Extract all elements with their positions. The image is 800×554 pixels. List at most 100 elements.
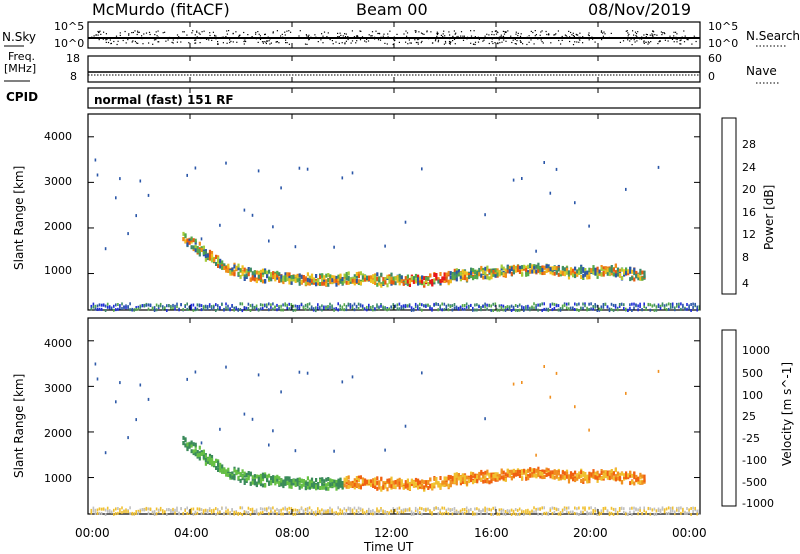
power-cell-near — [259, 303, 262, 307]
noise-dot — [377, 32, 379, 35]
velocity-cell — [317, 485, 320, 490]
noise-dot — [217, 41, 219, 43]
power-cell-near — [100, 303, 103, 307]
noise-dot — [510, 35, 512, 37]
power-cell-near — [92, 302, 95, 306]
velocity-cell-near — [188, 511, 191, 515]
velocity-cell-near — [472, 512, 474, 516]
velocity-cell-near — [255, 511, 258, 515]
power-cell-near — [463, 304, 466, 307]
velocity-cell — [612, 476, 615, 481]
velocity-cell-near — [419, 511, 421, 515]
velocity-cell — [627, 473, 630, 478]
power-cell — [321, 281, 324, 286]
velocity-cell-near — [115, 507, 117, 511]
velocity-cell — [374, 481, 377, 486]
velocity-cell — [321, 485, 324, 490]
velocity-cell — [349, 481, 352, 486]
velocity-cell-near — [239, 512, 242, 515]
power-cell — [327, 278, 330, 283]
noise-dot — [656, 34, 658, 36]
power-cell — [282, 280, 285, 285]
power-cell — [494, 268, 497, 273]
power-cell-near — [357, 302, 360, 306]
velocity-cell-near — [425, 509, 427, 512]
velocity-cell — [312, 484, 316, 489]
velocity-cell — [257, 478, 260, 483]
velocity-cell — [188, 442, 191, 447]
power-cell-near — [323, 305, 325, 309]
power-cell-near — [590, 307, 592, 311]
power-cell — [288, 272, 291, 277]
power-cell — [443, 276, 446, 281]
power-cell — [268, 269, 271, 274]
power-cell-near — [506, 306, 509, 310]
power-cell-near — [300, 303, 303, 307]
velocity-cell — [433, 482, 436, 487]
velocity-cell-near — [210, 511, 213, 515]
velocity-cell-near — [692, 506, 694, 510]
velocity-cell-near — [351, 510, 354, 514]
power-colorbar — [721, 117, 737, 295]
velocity-cell-near — [500, 508, 503, 512]
velocity-cell — [551, 475, 554, 480]
velocity-cell — [529, 473, 532, 478]
velocity-cell — [243, 471, 246, 476]
power-cell — [370, 278, 373, 283]
power-cell — [288, 278, 291, 283]
velocity-cell-far — [147, 397, 150, 401]
power-cell-near — [288, 307, 290, 311]
noise-dot — [437, 32, 439, 34]
noise-dot — [460, 35, 462, 37]
power-cell — [368, 276, 371, 280]
velocity-cell — [567, 479, 571, 484]
power-cell — [229, 270, 232, 275]
power-cell — [606, 268, 609, 273]
power-cell-near — [443, 302, 446, 306]
velocity-cell-near — [200, 512, 203, 516]
noise-dot — [155, 39, 157, 41]
velocity-cell — [327, 486, 330, 491]
velocity-cell-far — [135, 418, 137, 422]
noise-dot — [643, 41, 645, 43]
velocity-cell — [512, 473, 515, 478]
velocity-cell-near — [641, 512, 643, 516]
power-cell-far — [341, 176, 344, 180]
velocity-cell — [213, 462, 216, 467]
velocity-cell-near — [227, 508, 229, 512]
velocity-cell-near — [502, 508, 505, 512]
velocity-cell-near — [359, 507, 362, 511]
velocity-cell-near — [514, 508, 517, 511]
velocity-cell-near — [470, 507, 472, 511]
power-cell-near — [594, 303, 596, 307]
power-cell — [217, 259, 220, 264]
power-cell — [337, 281, 340, 286]
noise-dot — [625, 30, 627, 32]
power-cell-near — [106, 302, 109, 306]
velocity-cell — [304, 481, 307, 486]
power-cell — [541, 268, 544, 272]
power-cell — [443, 272, 446, 277]
noise-dot — [569, 36, 571, 38]
velocity-cell — [290, 481, 293, 486]
velocity-cell-near — [463, 508, 466, 511]
noise-dot — [364, 40, 366, 42]
noise-dot — [194, 34, 196, 36]
velocity-cell — [400, 479, 403, 484]
power-cell — [233, 272, 236, 277]
noise-dot — [560, 43, 562, 45]
power-cell-near — [315, 309, 317, 313]
power-cell-near — [337, 308, 339, 312]
velocity-cell — [286, 481, 289, 486]
noise-dot — [502, 30, 504, 32]
velocity-cell — [335, 486, 338, 491]
velocity-cell — [206, 457, 209, 462]
power-cbar-tick-4: 4 — [742, 277, 749, 290]
power-cell — [602, 271, 605, 275]
noise-dot — [308, 34, 310, 36]
velocity-cell-near — [553, 506, 556, 510]
power-cell — [547, 264, 550, 269]
velocity-cell-near — [217, 508, 219, 512]
noise-dot — [500, 34, 502, 36]
noise-dot — [651, 33, 653, 35]
